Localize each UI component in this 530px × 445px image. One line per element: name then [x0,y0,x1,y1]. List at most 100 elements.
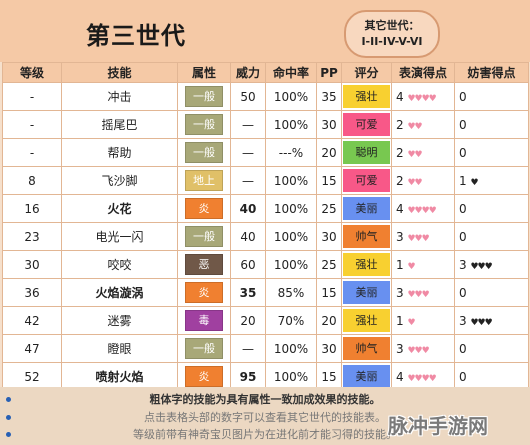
pp-cell: 30 [316,110,342,139]
condition-badge: 强壮 [343,253,390,276]
power-cell: — [230,334,266,363]
move-name-link[interactable]: 咬咬 [61,250,178,279]
type-cell: 恶 [177,250,231,279]
note-click-header: 点击表格头部的数字可以查看其它世代的技能表。 [144,411,386,424]
jam-value: 0 [459,117,467,132]
accuracy-cell: 85% [265,278,317,307]
type-badge[interactable]: 一般 [185,226,223,247]
note-bold-moves: 粗体字的技能为具有属性一致加成效果的技能。 [149,393,381,406]
column-header[interactable]: 技能 [61,62,178,83]
table-row: 36 火焰漩涡炎 35 85% 15 美丽 3 ♥♥♥ 0 [2,278,529,307]
heart-icon: ♥ [407,261,415,272]
bullet-icon [6,432,11,437]
type-cell: 一般 [177,222,231,251]
jam-cell: 0 [454,110,529,139]
jam-cell: 3 ♥♥♥ [454,306,529,335]
condition-cell: 帅气 [341,222,392,251]
appeal-value: 2 [396,117,404,132]
condition-badge: 帅气 [343,225,390,248]
column-header[interactable]: 妨害得点 [454,62,529,83]
condition-badge: 可爱 [343,113,390,136]
jam-value: 1 [459,173,467,188]
move-name-link[interactable]: 瞪眼 [61,334,178,363]
jam-value: 3 [459,257,467,272]
level-cell: 42 [2,306,62,335]
condition-badge: 美丽 [343,281,390,304]
column-header[interactable]: 表演得点 [391,62,455,83]
type-badge[interactable]: 一般 [185,142,223,163]
table-row: 23 电光一闪 一般 40 100% 30 帅气 3 ♥♥♥ 0 [2,222,529,251]
level-cell: - [2,82,62,111]
accuracy-cell: 100% [265,222,317,251]
appeal-cell: 4 ♥♥♥♥ [391,82,455,111]
appeal-cell: 1 ♥ [391,306,455,335]
jam-cell: 0 [454,334,529,363]
pp-cell: 20 [316,138,342,167]
move-table: 等级 技能 属性 威力 命中率 PP 评分 表演得点 妨害得点 - 冲击 一般 50 1… [2,62,529,391]
site-watermark: 脉冲手游网 [388,414,488,438]
type-badge[interactable]: 地上 [185,170,223,191]
move-name-link[interactable]: 冲击 [61,82,178,111]
accuracy-cell: 100% [265,194,317,223]
type-badge[interactable]: 炎 [185,282,223,303]
move-name-link[interactable]: 迷雾 [61,306,178,335]
other-generations-links[interactable]: I-II-IV-V-VI [361,35,423,48]
heart-icon: ♥♥♥♥ [407,93,436,104]
heart-icon: ♥♥ [407,149,422,160]
column-header[interactable]: 等级 [2,62,62,83]
heart-icon: ♥ [407,317,415,328]
power-cell: — [230,166,266,195]
level-cell: 8 [2,166,62,195]
type-badge[interactable]: 一般 [185,86,223,107]
move-name-link[interactable]: 火焰漩涡 [61,278,178,307]
heart-icon: ♥ [470,177,478,188]
move-name-link[interactable]: 帮助 [61,138,178,167]
column-header[interactable]: 威力 [230,62,266,83]
accuracy-cell: 100% [265,82,317,111]
jam-value: 0 [459,229,467,244]
heart-icon: ♥♥♥ [407,289,429,300]
power-cell: 60 [230,250,266,279]
table-row: 42 迷雾毒 20 70% 20 强壮 1 ♥ 3 ♥♥♥ [2,306,529,335]
pp-cell: 30 [316,222,342,251]
appeal-cell: 1 ♥ [391,250,455,279]
jam-cell: 0 [454,222,529,251]
jam-cell: 0 [454,194,529,223]
move-name-link[interactable]: 摇尾巴 [61,110,178,139]
type-badge[interactable]: 毒 [185,310,223,331]
move-name-link[interactable]: 火花 [61,194,178,223]
pp-cell: 35 [316,82,342,111]
type-badge[interactable]: 一般 [185,338,223,359]
table-row: - 帮助 一般 — ---% 20 聪明 2 ♥♥ 0 [2,138,529,167]
jam-cell: 3 ♥♥♥ [454,250,529,279]
appeal-value: 4 [396,89,404,104]
move-name-link[interactable]: 飞沙脚 [61,166,178,195]
heart-icon: ♥♥♥ [407,345,429,356]
appeal-value: 2 [396,173,404,188]
appeal-value: 1 [396,313,404,328]
type-badge[interactable]: 恶 [185,254,223,275]
heart-icon: ♥♥♥ [407,233,429,244]
move-name-link[interactable]: 电光一闪 [61,222,178,251]
jam-cell: 0 [454,138,529,167]
accuracy-cell: 100% [265,334,317,363]
type-badge[interactable]: 炎 [185,366,223,387]
jam-value: 0 [459,89,467,104]
heart-icon: ♥♥ [407,177,422,188]
other-generations-box[interactable]: 其它世代： I-II-IV-V-VI [344,10,440,58]
column-header[interactable]: PP [316,62,342,83]
column-header[interactable]: 评分 [341,62,392,83]
type-cell: 毒 [177,306,231,335]
power-cell: 40 [230,222,266,251]
column-header[interactable]: 命中率 [265,62,317,83]
condition-cell: 聪明 [341,138,392,167]
level-cell: 23 [2,222,62,251]
type-cell: 一般 [177,334,231,363]
appeal-value: 3 [396,229,404,244]
type-badge[interactable]: 炎 [185,198,223,219]
column-header[interactable]: 属性 [177,62,231,83]
other-generations-label: 其它世代： [364,19,420,32]
type-badge[interactable]: 一般 [185,114,223,135]
table-header-row: 等级 技能 属性 威力 命中率 PP 评分 表演得点 妨害得点 [2,62,529,83]
jam-cell: 0 [454,278,529,307]
